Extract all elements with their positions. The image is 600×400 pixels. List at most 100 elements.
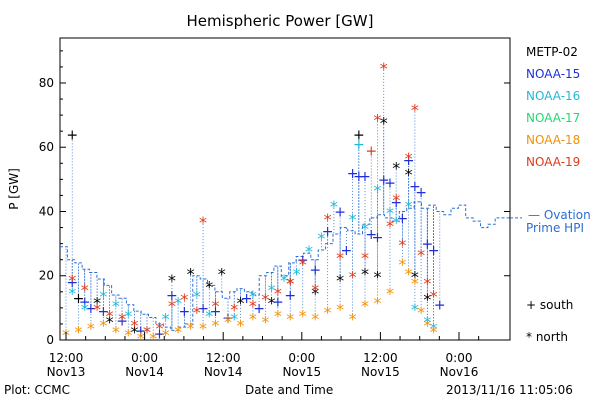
data-point: + (409, 179, 421, 195)
data-point: * (411, 268, 419, 287)
legend-entry: METP-02 (526, 45, 578, 59)
data-point: * (87, 319, 95, 338)
data-point: + (353, 169, 365, 185)
data-point: + (365, 227, 377, 243)
data-point: * (162, 326, 170, 345)
data-point: * (187, 319, 195, 338)
data-point: * (236, 293, 244, 312)
plot-source-label: Plot: CCMC (4, 383, 70, 397)
data-point: * (212, 297, 220, 316)
data-points-layer: ++ **** **** ****+* *** ***+++ +++ +++ + + +++ + +++… (62, 59, 446, 348)
data-point: * (137, 329, 145, 348)
data-point: * (349, 268, 357, 287)
data-point: * (268, 293, 276, 312)
data-point: + (210, 304, 222, 320)
data-point: * (74, 322, 82, 341)
data-point: * (423, 313, 431, 332)
data-point: * (199, 213, 207, 232)
x-tick-label-time: 0:00 (131, 351, 158, 365)
symbol-key-entry: * north (526, 330, 569, 344)
x-axis-label: Date and Time (245, 383, 334, 397)
data-point: * (380, 114, 388, 133)
data-point: * (374, 293, 382, 312)
data-point: * (106, 306, 114, 325)
data-point: + (384, 176, 396, 192)
data-point: + (135, 323, 147, 339)
data-point: + (359, 169, 371, 185)
data-point: * (423, 316, 431, 335)
data-point: + (340, 243, 352, 259)
data-point: * (293, 265, 301, 284)
data-point: + (85, 301, 97, 317)
data-point: * (205, 277, 213, 296)
x-tick-label-time: 0:00 (446, 351, 473, 365)
data-point: * (93, 293, 101, 312)
data-point: * (398, 255, 406, 274)
data-point: + (397, 211, 409, 227)
data-point: + (272, 294, 284, 310)
data-point: + (66, 275, 78, 291)
data-point: * (311, 284, 319, 303)
data-point: * (193, 287, 201, 306)
data-point: + (347, 166, 359, 182)
data-point: * (168, 271, 176, 290)
data-point: * (361, 297, 369, 316)
data-point: + (372, 230, 384, 246)
x-tick-label-time: 12:00 (49, 351, 84, 365)
data-point: * (174, 322, 182, 341)
legend-entry: NOAA-19 (526, 155, 581, 169)
y-tick-label: 20 (39, 269, 54, 283)
data-point: * (374, 110, 382, 129)
data-point: * (224, 313, 232, 332)
data-point: + (222, 311, 234, 327)
data-point: + (322, 224, 334, 240)
data-point: + (73, 291, 85, 307)
x-tick-label-time: 12:00 (206, 351, 241, 365)
y-tick-label: 60 (39, 140, 54, 154)
data-point: + (334, 204, 346, 220)
chart-title: Hemispheric Power [GW] (187, 12, 374, 30)
data-point: + (428, 243, 440, 259)
data-point: + (415, 185, 427, 201)
data-point: * (143, 322, 151, 341)
y-tick-label: 40 (39, 204, 54, 218)
data-point: * (68, 271, 76, 290)
data-point: * (305, 242, 313, 261)
data-point: * (317, 229, 325, 248)
data-point: * (268, 281, 276, 300)
data-point: + (309, 262, 321, 278)
data-point: + (154, 327, 166, 343)
y-axis-label: P [GW] (7, 168, 21, 210)
data-point: * (392, 159, 400, 178)
axes-layer: 02040608012:00Nov130:00Nov1412:00Nov140:… (39, 50, 510, 379)
data-point: * (361, 248, 369, 267)
ovation-hpi-layer (60, 66, 522, 337)
data-point: * (274, 284, 282, 303)
data-point: * (212, 316, 220, 335)
data-point: * (124, 326, 132, 345)
plot-timestamp: 2013/11/16 11:05:06 (446, 383, 573, 397)
data-point: + (241, 291, 253, 307)
data-point: * (230, 310, 238, 329)
data-point: * (349, 310, 357, 329)
data-point: + (353, 137, 365, 153)
data-point: * (330, 197, 338, 216)
x-tick-label-date: Nov13 (47, 365, 86, 379)
data-point: * (193, 303, 201, 322)
legend-entry: NOAA-18 (526, 133, 581, 147)
x-tick-label-time: 0:00 (288, 351, 315, 365)
data-point: + (353, 127, 365, 143)
data-point: * (249, 287, 257, 306)
data-point: * (187, 265, 195, 284)
data-point: * (230, 300, 238, 319)
data-point: + (403, 153, 415, 169)
legend-entry: NOAA-16 (526, 89, 581, 103)
data-point: * (180, 290, 188, 309)
data-point: * (430, 319, 438, 338)
data-point: * (374, 181, 382, 200)
ovation-hpi-line (60, 201, 510, 331)
data-point: * (374, 268, 382, 287)
data-point: * (286, 274, 294, 293)
data-point: * (386, 203, 394, 222)
